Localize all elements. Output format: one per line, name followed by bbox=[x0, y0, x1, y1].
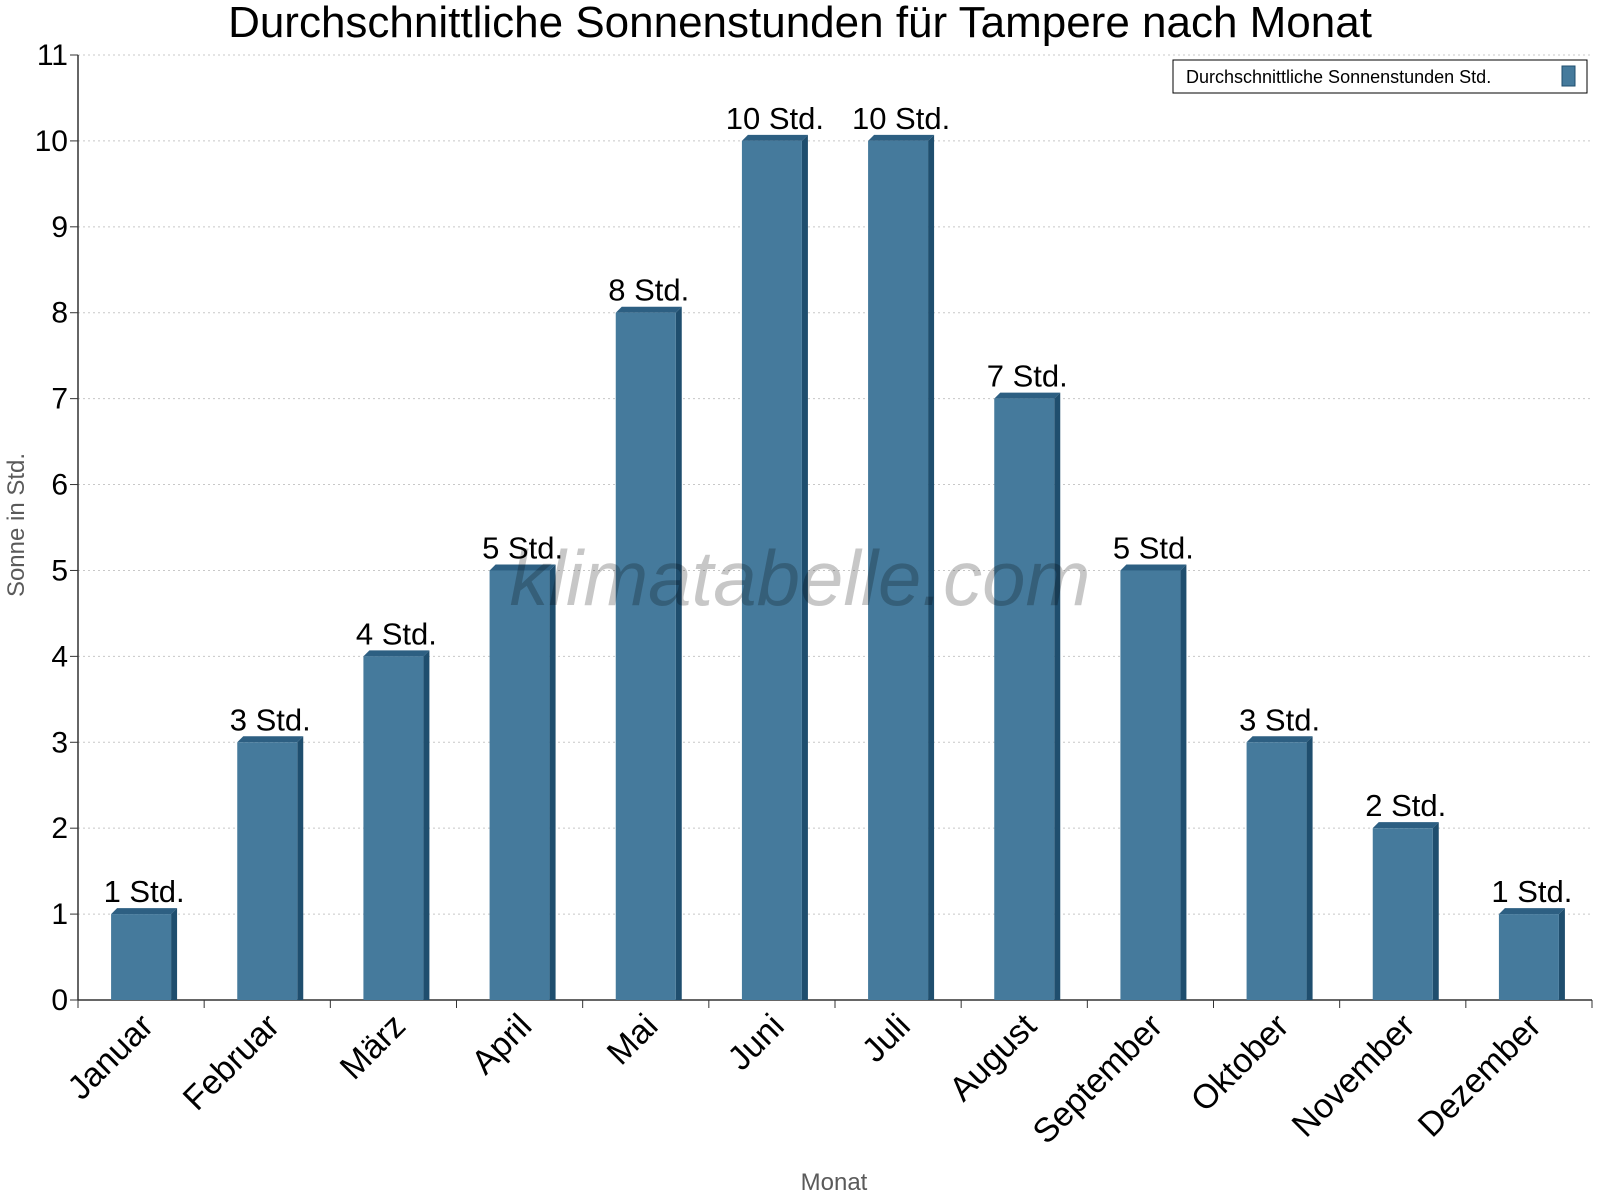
bar-side bbox=[297, 736, 304, 1000]
x-tick-label: Januar bbox=[60, 1007, 160, 1107]
bar-top bbox=[868, 134, 935, 141]
axes bbox=[70, 54, 1593, 1008]
y-tick-label: 4 bbox=[51, 640, 68, 673]
legend-swatch bbox=[1561, 65, 1576, 87]
bar-side bbox=[549, 564, 556, 1000]
x-tick-label: Februar bbox=[176, 1007, 287, 1118]
y-tick-label: 2 bbox=[51, 812, 68, 845]
x-tick-label: April bbox=[464, 1007, 539, 1082]
data-label: 8 Std. bbox=[608, 273, 689, 308]
x-tick-label: Oktober bbox=[1184, 1007, 1296, 1119]
data-label: 7 Std. bbox=[987, 359, 1068, 394]
data-label: 10 Std. bbox=[726, 101, 824, 136]
bar-side bbox=[1054, 392, 1061, 1000]
data-label: 3 Std. bbox=[230, 702, 311, 737]
bar bbox=[868, 140, 929, 1001]
x-tick-label: Juli bbox=[855, 1007, 918, 1070]
bar-side bbox=[801, 134, 808, 1001]
bar-top bbox=[741, 134, 808, 141]
x-tick-label: September bbox=[1026, 1007, 1170, 1151]
y-tick-label: 6 bbox=[51, 469, 68, 502]
bar bbox=[1120, 570, 1181, 1000]
data-label: 4 Std. bbox=[356, 616, 437, 651]
gridlines bbox=[78, 54, 1592, 915]
bar-side bbox=[928, 134, 935, 1001]
data-label: 2 Std. bbox=[1365, 788, 1446, 823]
watermark: klimatabelle.com bbox=[510, 534, 1091, 622]
bar-top bbox=[615, 306, 682, 313]
bar-top bbox=[489, 564, 556, 571]
legend: Durchschnittliche Sonnenstunden Std. bbox=[1172, 59, 1588, 94]
bars bbox=[111, 134, 1565, 1001]
bar-top bbox=[1498, 908, 1565, 915]
y-axis-title: Sonne in Std. bbox=[3, 453, 30, 597]
bar bbox=[1372, 828, 1433, 1000]
bar bbox=[1498, 914, 1559, 1000]
y-tick-label: 0 bbox=[51, 984, 68, 1017]
bar bbox=[1246, 742, 1307, 1000]
y-tick-label: 8 bbox=[51, 297, 68, 330]
bar bbox=[111, 914, 172, 1000]
legend-box bbox=[1172, 59, 1588, 94]
x-tick-label: März bbox=[333, 1007, 413, 1087]
y-tick-label: 7 bbox=[51, 383, 68, 416]
y-tick-label: 1 bbox=[51, 898, 68, 931]
data-label: 5 Std. bbox=[482, 530, 563, 565]
bar bbox=[363, 656, 424, 1000]
bar bbox=[994, 398, 1055, 1000]
bar-top bbox=[363, 650, 430, 657]
data-label: 1 Std. bbox=[1491, 874, 1572, 909]
bar-side bbox=[423, 650, 430, 1000]
bar bbox=[489, 570, 550, 1000]
x-tick-label: Juni bbox=[721, 1007, 792, 1078]
y-tick-label: 9 bbox=[51, 211, 68, 244]
bar-top bbox=[237, 736, 304, 743]
bar-top bbox=[994, 392, 1061, 399]
x-tick-label: August bbox=[942, 1006, 1044, 1108]
bar-side bbox=[1180, 564, 1187, 1000]
bar-top bbox=[1120, 564, 1187, 571]
bar bbox=[741, 140, 802, 1001]
data-label: 10 Std. bbox=[852, 101, 950, 136]
data-label: 5 Std. bbox=[1113, 530, 1194, 565]
x-tick-label: Mai bbox=[600, 1007, 666, 1073]
chart-title: Durchschnittliche Sonnenstunden für Tamp… bbox=[228, 0, 1372, 47]
bar bbox=[615, 312, 676, 1000]
data-label: 1 Std. bbox=[104, 874, 185, 909]
y-tick-label: 11 bbox=[37, 39, 68, 72]
bar-side bbox=[1306, 736, 1313, 1000]
bar-top bbox=[111, 908, 178, 915]
bar-top bbox=[1372, 822, 1439, 829]
y-tick-label: 5 bbox=[51, 554, 68, 587]
bar-top bbox=[1246, 736, 1313, 743]
bar-side bbox=[171, 908, 178, 1000]
y-tick-label: 10 bbox=[35, 125, 68, 158]
bar-side bbox=[675, 306, 682, 1000]
x-tick-label: Dezember bbox=[1411, 1007, 1549, 1145]
bar-side bbox=[1432, 822, 1439, 1000]
bar-side bbox=[1558, 908, 1565, 1000]
data-label: 3 Std. bbox=[1239, 702, 1320, 737]
x-tick-label: November bbox=[1285, 1007, 1423, 1145]
data-labels: 1 Std. 3 Std. 4 Std. 5 Std. 8 Std. 10 Std. 10 … bbox=[104, 101, 1573, 909]
bar bbox=[237, 742, 298, 1000]
x-axis-title: Monat bbox=[801, 1169, 868, 1196]
y-tick-label: 3 bbox=[51, 726, 68, 759]
legend-label: Durchschnittliche Sonnenstunden Std. bbox=[1186, 67, 1491, 87]
